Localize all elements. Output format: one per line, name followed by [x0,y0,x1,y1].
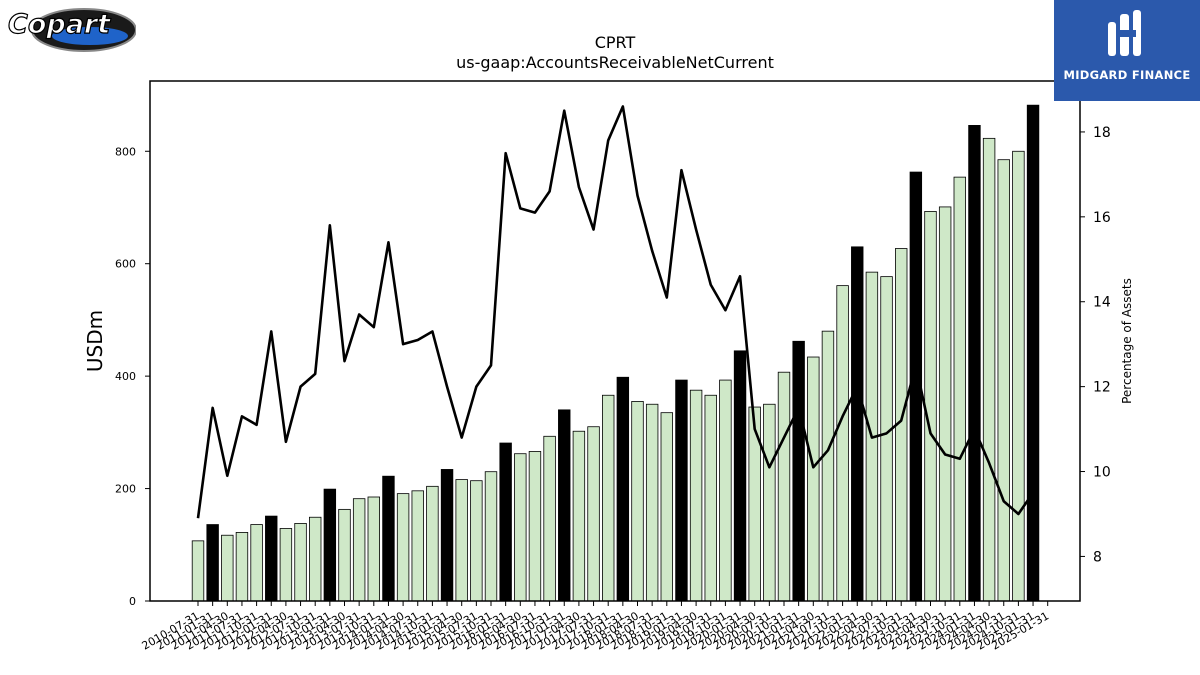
chart-title: CPRT [595,33,636,52]
quarter-bar [1012,150,1025,602]
y2-axis-label: Percentage of Assets [1120,278,1134,404]
y2-tick-label: 14 [1093,295,1111,311]
y-tick-label: 800 [115,145,136,158]
quarter-bar [602,394,615,602]
quarter-bar [836,285,849,602]
quarter-bar [719,379,732,602]
left-axis-ticks: 0 200 400 600 800 [115,145,150,608]
y-axis-label: USDm [83,310,107,372]
quarter-bar [821,330,835,602]
y-tick-label: 400 [115,370,136,383]
y-tick-label: 0 [129,595,136,608]
y2-tick-label: 12 [1093,380,1111,396]
quarter-bar [997,159,1010,602]
quarter-bar [338,508,351,602]
quarter-bar [689,389,703,602]
quarter-bar [777,371,791,602]
midgard-finance-logo: MIDGARD FINANCE [1054,0,1200,101]
bar-series [191,104,1040,602]
annual-bar [792,340,805,602]
quarter-bar [587,426,600,602]
y2-tick-label: 10 [1093,465,1111,481]
y-tick-label: 600 [115,258,136,271]
annual-bar [616,376,630,602]
quarter-bar [514,453,527,602]
copart-logo: Copart [4,4,137,54]
quarter-bar [294,523,307,602]
quarter-bar [279,528,293,602]
quarter-bar [880,276,893,602]
chart-subtitle: us-gaap:AccountsReceivableNetCurrent [456,53,774,72]
quarter-bar [631,401,644,602]
plot-frame [149,80,1081,602]
percentage-of-assets-line [196,105,1035,519]
quarter-bar [660,412,674,602]
midgard-emblem-icon [1108,10,1141,56]
annual-bar [675,379,688,602]
copart-logo-text: Copart [8,9,111,40]
quarter-bar [411,490,424,602]
annual-bar [323,488,337,602]
quarter-bar [572,430,586,602]
annual-bar [206,524,219,602]
quarter-bar [924,211,937,602]
quarter-bar [396,493,410,602]
quarter-bar [543,435,556,602]
quarter-bar [221,534,234,602]
annual-bar [382,475,395,602]
quarter-bar [982,137,996,602]
quarter-bar [470,480,483,602]
y2-tick-label: 18 [1093,125,1111,141]
y-tick-label: 200 [115,483,136,496]
quarter-bar [484,471,498,602]
y2-tick-label: 16 [1093,210,1111,226]
x-axis-ticks: 2010-07-312011-01-312011-04-302011-07-31… [140,601,1051,653]
quarter-bar [367,496,381,602]
midgard-finance-text: MIDGARD FINANCE [1063,68,1191,82]
quarter-bar [235,532,249,602]
quarter-bar [426,485,439,602]
quarter-bar [250,524,263,602]
quarter-bar [191,540,205,602]
quarter-bar [704,394,717,602]
quarter-bar [953,176,967,602]
quarter-bar [528,451,542,602]
annual-bar [1026,104,1040,602]
quarter-bar [807,356,820,602]
annual-bar [968,125,981,602]
quarter-bar [352,498,366,602]
annual-bar [440,469,454,602]
quarter-bar [308,516,322,602]
quarter-bar [938,206,952,602]
annual-bar [265,515,278,602]
quarter-bar [455,479,468,602]
annual-bar [733,350,747,602]
annual-bar [558,409,571,602]
percentage-line-series [196,105,1035,519]
annual-bar [499,442,512,602]
annual-bar [851,246,864,602]
quarter-bar [763,403,776,602]
y2-tick-label: 8 [1093,549,1102,565]
quarter-bar [645,403,659,602]
right-axis-ticks: 8 10 12 14 16 18 [1080,125,1111,565]
